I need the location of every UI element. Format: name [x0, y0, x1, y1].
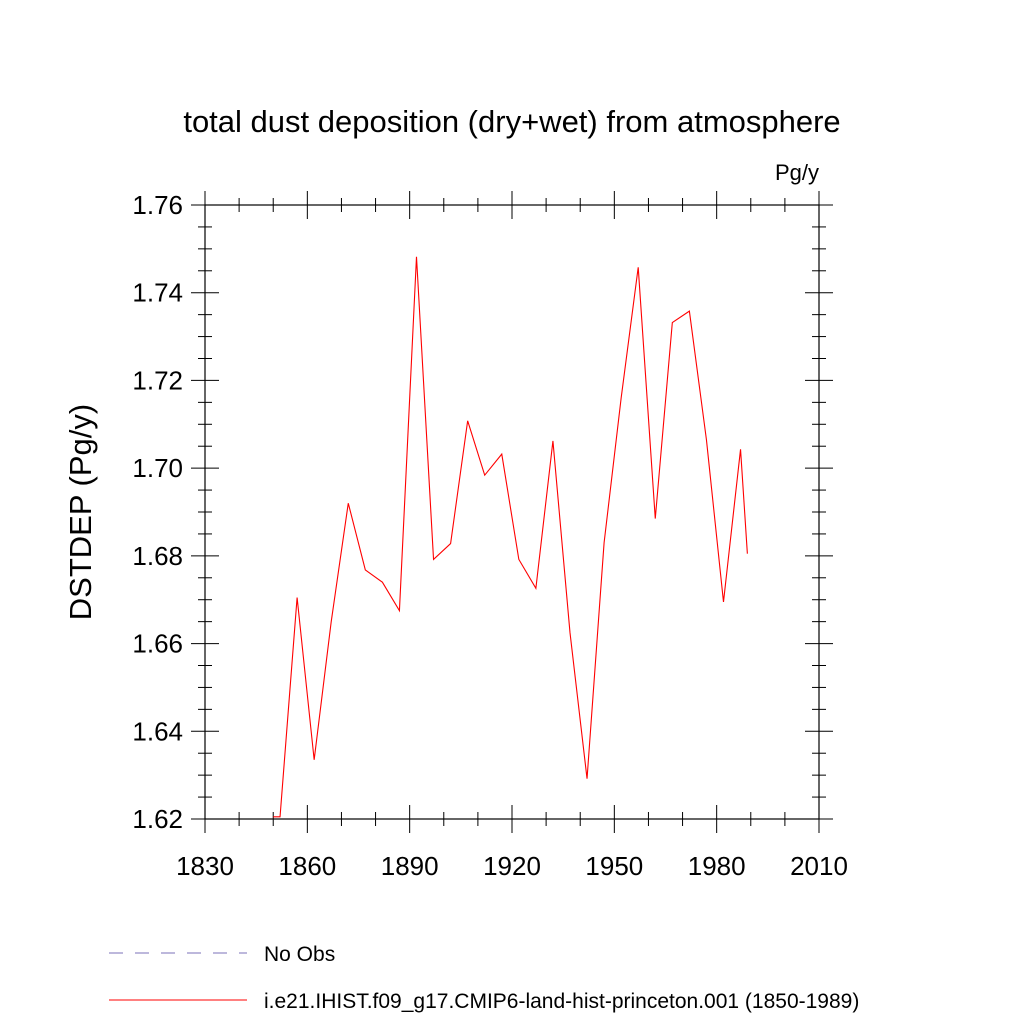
x-tick-label: 1950 — [585, 851, 643, 881]
x-tick-label: 2010 — [790, 851, 848, 881]
y-tick-label: 1.66 — [132, 629, 183, 659]
units-label: Pg/y — [775, 160, 819, 185]
axis-ticks — [191, 191, 833, 833]
series-line-1 — [273, 256, 748, 818]
x-tick-label: 1830 — [176, 851, 234, 881]
x-tick-label: 1860 — [278, 851, 336, 881]
y-tick-label: 1.62 — [132, 804, 183, 834]
x-tick-label: 1920 — [483, 851, 541, 881]
legend-label: No Obs — [264, 943, 335, 966]
y-tick-label: 1.68 — [132, 541, 183, 571]
plot-frame — [204, 204, 820, 820]
y-tick-label: 1.72 — [132, 365, 183, 395]
tick-labels: 1830 1860 1890 1920 1950 1980 2010 1.62 1.64 1.66… — [132, 190, 848, 881]
series-lines — [273, 256, 748, 818]
chart-title: total dust deposition (dry+wet) from atm… — [183, 104, 840, 139]
y-tick-label: 1.76 — [132, 190, 183, 220]
y-tick-label: 1.74 — [132, 278, 183, 308]
x-tick-label: 1890 — [381, 851, 439, 881]
legend-label: i.e21.IHIST.f09_g17.CMIP6-land-hist-prin… — [264, 990, 859, 1013]
y-tick-label: 1.70 — [132, 453, 183, 483]
x-tick-label: 1980 — [688, 851, 746, 881]
y-axis-label: DSTDEP (Pg/y) — [63, 404, 98, 620]
y-tick-label: 1.64 — [132, 716, 183, 746]
legend: No Obs i.e21.IHIST.f09_g17.CMIP6-land-his… — [109, 943, 859, 1013]
